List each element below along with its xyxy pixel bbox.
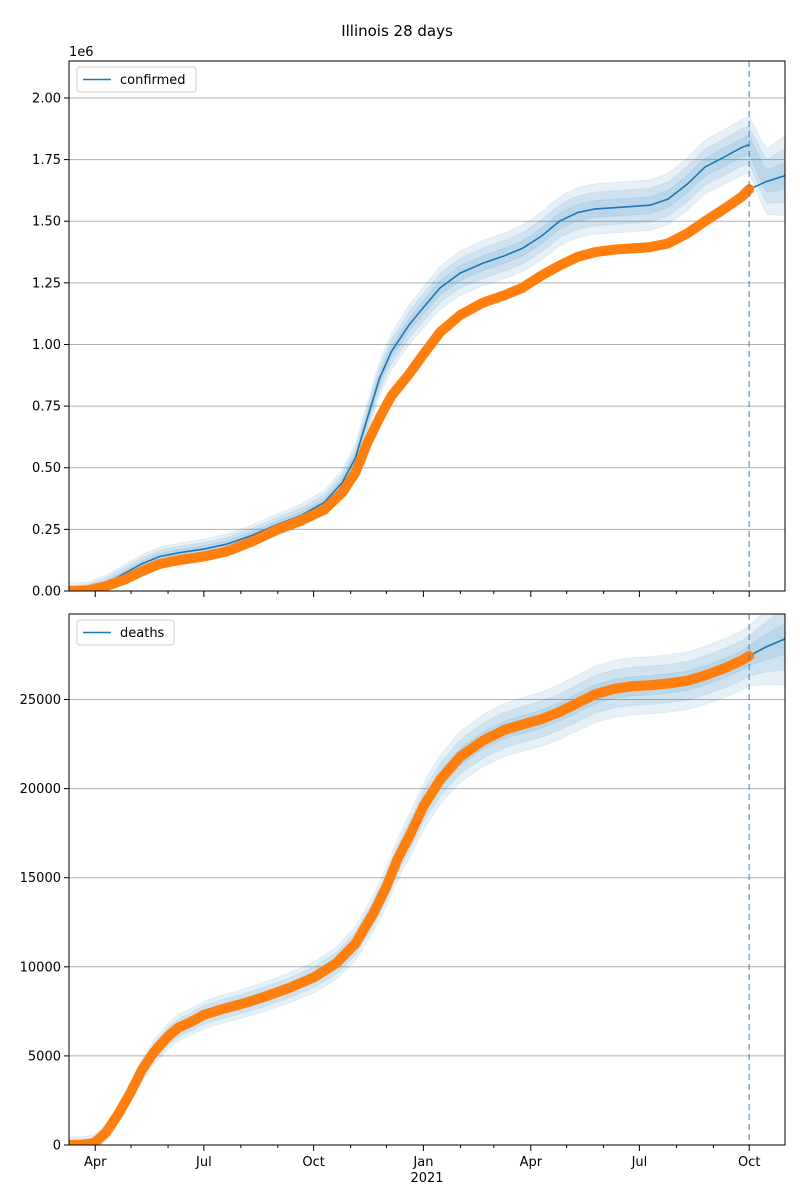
y-tick-label: 0.00 [32,585,61,600]
figure-title: Illinois 28 days [341,22,453,40]
x-tick-label: Jul [195,1155,212,1170]
x-tick-label: Oct [738,1155,760,1170]
forecast-line [748,638,785,657]
fit-line [69,144,750,591]
y-tick-label: 15000 [20,871,61,886]
y-tick-label: 1.75 [32,153,61,168]
y-tick-label: 0 [53,1139,61,1154]
y-tick-label: 5000 [28,1049,61,1064]
legend-label: deaths [120,626,165,641]
uncertainty-band [69,116,785,591]
x-tick-label: Jan [412,1155,433,1170]
y-tick-label: 20000 [20,782,61,797]
legend: deaths [76,619,175,646]
legend-box [76,619,175,646]
y-tick-label: 10000 [20,960,61,975]
uncertainty-band [69,614,785,1145]
x-tick-label: Apr [84,1155,107,1170]
plot-area [69,614,785,1145]
x-tick-label: Jul [631,1155,648,1170]
x-tick-label: Oct [302,1155,324,1170]
y-offset-label: 1e6 [69,45,94,60]
axes-frame [68,613,786,1146]
y-tick-label: 25000 [20,693,61,708]
x-year-label: 2021 [410,1171,443,1186]
plot-area [69,97,785,591]
deaths-panel: 0 5000 10000 15000 20000 25000 Apr Jul Oct Jan Apr… [20,613,786,1170]
observed-point [744,184,755,195]
y-tick-label: 1.25 [32,276,61,291]
fit-line [69,655,750,1145]
y-tick-label: 0.25 [32,523,61,538]
confirmed-panel: 0.00 0.25 0.50 0.75 1.00 1.25 1.50 1.75 2.00 1e6 c… [32,45,786,600]
y-tick-label: 0.50 [32,461,61,476]
y-tick-label: 2.00 [32,91,61,106]
y-tick-label: 1.50 [32,215,61,230]
legend-box [76,66,197,93]
forecast-line [748,174,785,190]
legend-label: confirmed [120,73,186,88]
x-tick-label: Apr [520,1155,543,1170]
y-tick-label: 0.75 [32,400,61,415]
y-tick-label: 1.00 [32,338,61,353]
axes-frame [68,60,786,592]
legend: confirmed [76,66,197,93]
